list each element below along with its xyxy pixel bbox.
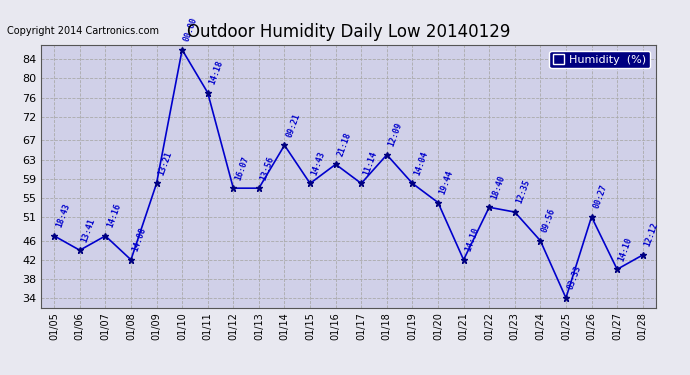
Text: 12:35: 12:35 (515, 178, 532, 205)
Text: 19:44: 19:44 (438, 169, 455, 195)
Text: 21:18: 21:18 (335, 131, 353, 158)
Text: 11:14: 11:14 (362, 150, 378, 177)
Text: 12:12: 12:12 (642, 222, 660, 248)
Text: 03:33: 03:33 (566, 264, 583, 291)
Text: 00:27: 00:27 (591, 183, 609, 210)
Legend: Humidity  (%): Humidity (%) (549, 51, 650, 68)
Text: Copyright 2014 Cartronics.com: Copyright 2014 Cartronics.com (7, 26, 159, 36)
Text: 14:43: 14:43 (310, 150, 327, 177)
Text: 14:10: 14:10 (617, 236, 634, 262)
Text: 14:08: 14:08 (131, 226, 148, 253)
Text: 09:21: 09:21 (284, 112, 302, 138)
Text: 14:10: 14:10 (464, 226, 481, 253)
Text: 13:41: 13:41 (80, 217, 97, 243)
Text: 00:00: 00:00 (182, 16, 199, 43)
Text: 14:16: 14:16 (106, 202, 122, 229)
Text: 14:18: 14:18 (208, 59, 225, 86)
Text: 12:09: 12:09 (387, 121, 404, 148)
Title: Outdoor Humidity Daily Low 20140129: Outdoor Humidity Daily Low 20140129 (187, 22, 510, 40)
Text: 16:07: 16:07 (233, 154, 250, 181)
Text: 13:56: 13:56 (259, 154, 276, 181)
Text: 14:04: 14:04 (413, 150, 429, 177)
Text: 18:40: 18:40 (489, 174, 506, 200)
Text: 18:43: 18:43 (55, 202, 71, 229)
Text: 13:21: 13:21 (157, 150, 174, 177)
Text: 09:56: 09:56 (540, 207, 558, 234)
